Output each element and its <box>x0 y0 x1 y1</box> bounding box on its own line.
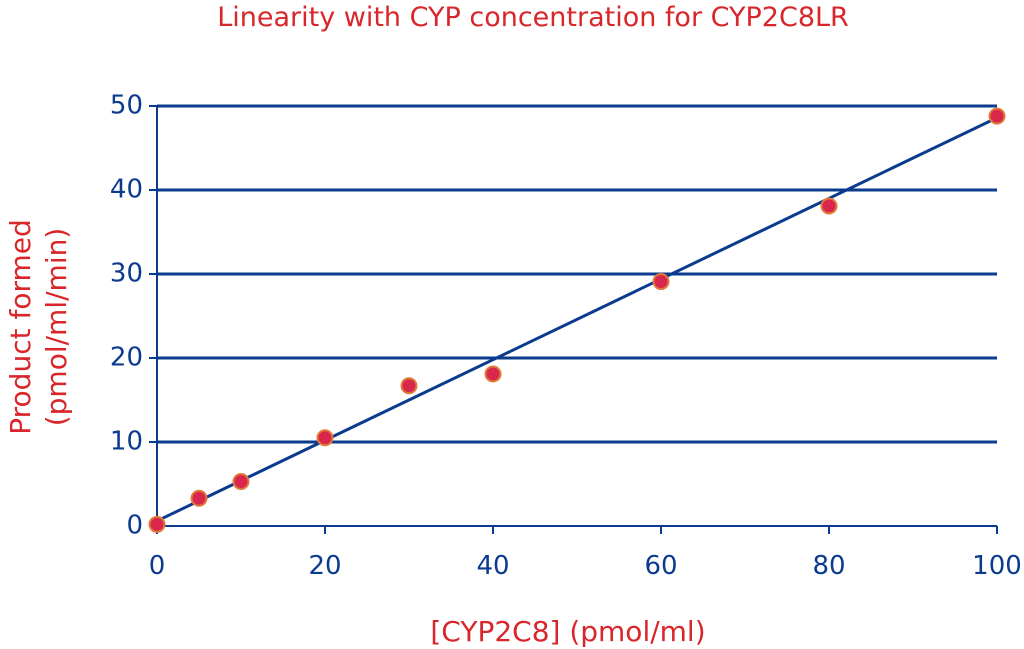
data-point <box>232 472 250 490</box>
y-axis-label-line-1: Product formed <box>4 219 37 435</box>
data-point <box>820 197 838 215</box>
x-tick-label: 60 <box>644 551 677 581</box>
data-point <box>316 429 334 447</box>
data-point <box>190 489 208 507</box>
trendline-group <box>156 116 998 523</box>
grid-lines <box>157 104 997 444</box>
x-tick-label: 20 <box>308 551 341 581</box>
chart-title: Linearity with CYP concentration for CYP… <box>217 2 849 33</box>
x-tick-label: 80 <box>812 551 845 581</box>
axes <box>149 106 997 534</box>
x-tick-label: 100 <box>972 551 1022 581</box>
x-tick-label: 40 <box>476 551 509 581</box>
x-tick-label: 0 <box>149 551 166 581</box>
data-point <box>148 515 166 533</box>
y-axis-label: Product formed (pmol/ml/min) <box>4 219 73 435</box>
data-point <box>652 273 670 291</box>
y-tick-label: 30 <box>110 259 143 289</box>
y-tick-label: 40 <box>110 175 143 205</box>
y-tick-label: 20 <box>110 343 143 373</box>
data-point <box>988 107 1006 125</box>
data-point <box>484 365 502 383</box>
data-points <box>148 107 1006 533</box>
y-axis-ticks: 0 10 20 30 40 50 <box>110 91 157 541</box>
y-tick-label: 10 <box>110 427 143 457</box>
data-point <box>400 377 418 395</box>
y-axis-label-line-2: (pmol/ml/min) <box>40 228 73 427</box>
x-axis-label: [CYP2C8] (pmol/ml) <box>430 615 705 648</box>
y-tick-label: 0 <box>126 511 143 541</box>
y-tick-label: 50 <box>110 91 143 121</box>
trendline <box>156 116 998 523</box>
x-axis-ticks: 0 20 40 60 80 100 <box>149 526 1022 581</box>
